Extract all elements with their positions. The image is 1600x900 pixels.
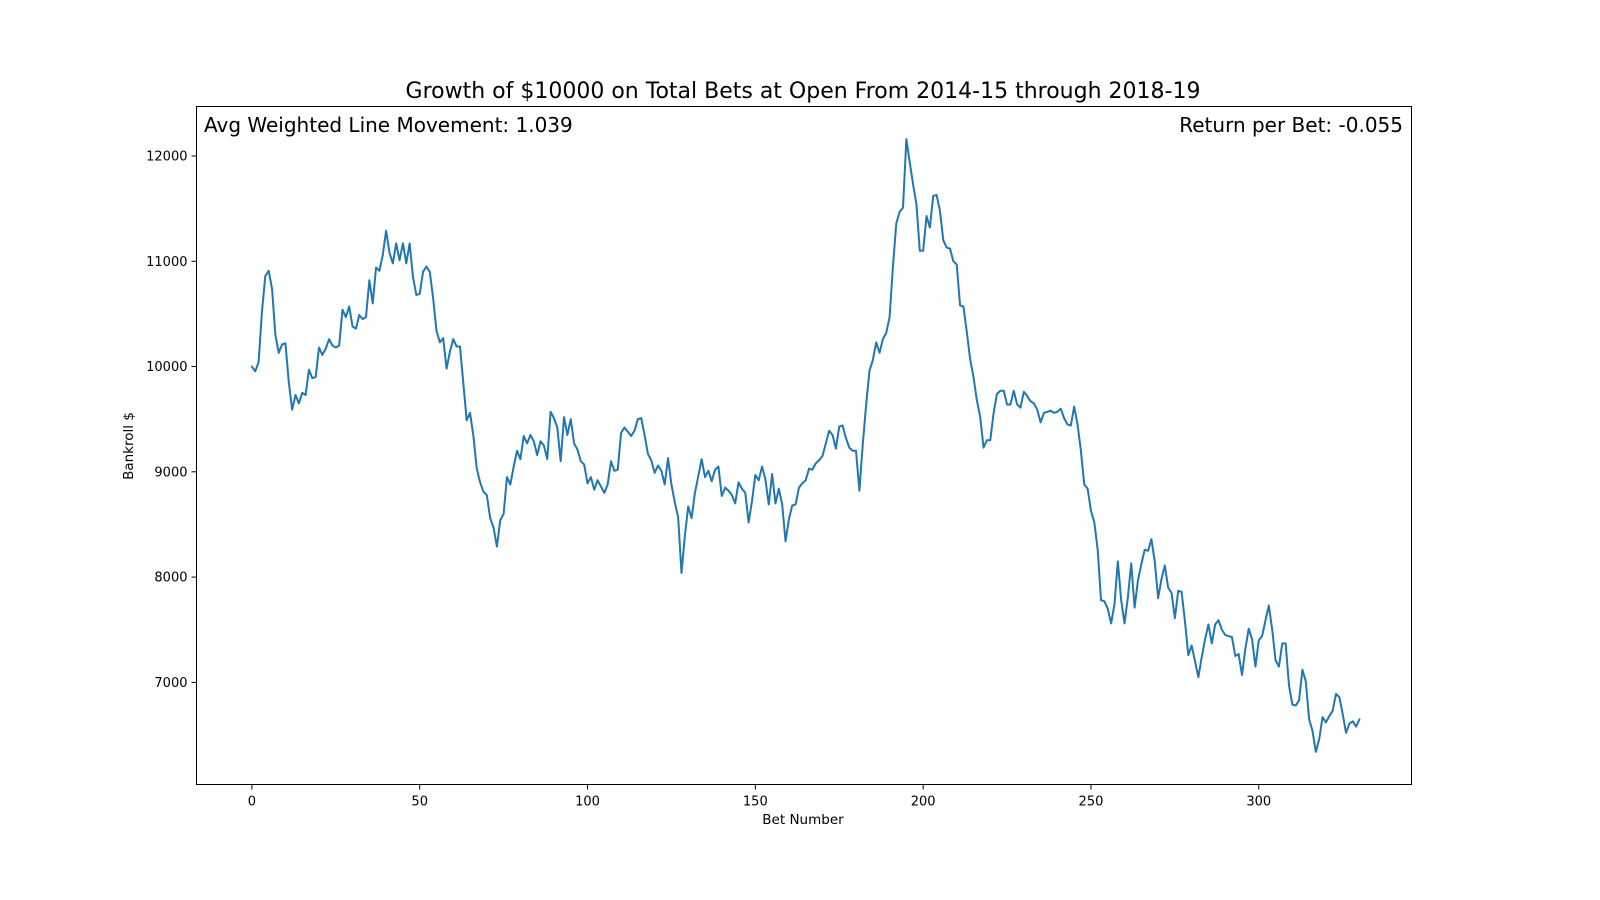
x-axis-label: Bet Number [762,812,844,828]
x-tick-label: 50 [411,795,428,810]
y-axis-label: Bankroll $ [121,412,137,480]
y-tick-label: 7000 [154,676,187,691]
x-tick-label: 150 [743,795,768,810]
plot-area: 0 50 100 150 200 250 300 7000 8000 9000 10000 11000… [146,106,1412,810]
y-tick-label: 8000 [154,571,187,586]
x-tick-label: 300 [1246,795,1271,810]
x-tick-label: 0 [248,795,256,810]
x-tick-label: 100 [575,795,600,810]
x-tick-label: 200 [911,795,936,810]
series-layer [250,138,1361,753]
ticks-layer: 0 50 100 150 200 250 300 7000 8000 9000 10000 11000… [146,149,1271,809]
y-tick-label: 11000 [146,255,187,270]
plot-frame [196,106,1412,785]
y-tick-label: 10000 [146,360,187,375]
x-tick-label: 250 [1079,795,1104,810]
chart-title: Growth of $10000 on Total Bets at Open F… [406,79,1201,104]
bankroll-series-line [250,138,1361,753]
line-movement-annotation: Avg Weighted Line Movement: 1.039 [204,113,573,137]
y-tick-label: 12000 [146,149,187,164]
y-tick-label: 9000 [154,465,187,480]
return-per-bet-annotation: Return per Bet: -0.055 [1179,113,1403,137]
